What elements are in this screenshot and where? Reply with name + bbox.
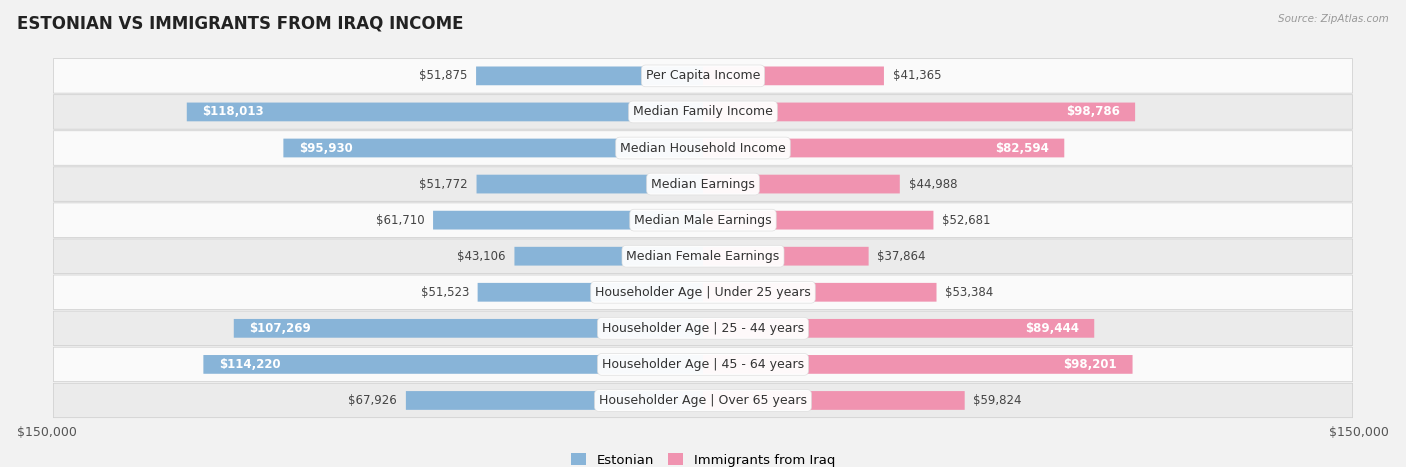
Text: Householder Age | Over 65 years: Householder Age | Over 65 years xyxy=(599,394,807,407)
Text: $51,772: $51,772 xyxy=(419,177,468,191)
Text: Median Earnings: Median Earnings xyxy=(651,177,755,191)
Text: $51,875: $51,875 xyxy=(419,70,467,82)
Legend: Estonian, Immigrants from Iraq: Estonian, Immigrants from Iraq xyxy=(565,448,841,467)
FancyBboxPatch shape xyxy=(53,203,1353,237)
Text: $118,013: $118,013 xyxy=(202,106,264,119)
Text: $53,384: $53,384 xyxy=(945,286,994,299)
FancyBboxPatch shape xyxy=(477,175,703,193)
FancyBboxPatch shape xyxy=(703,391,965,410)
Text: $98,786: $98,786 xyxy=(1066,106,1119,119)
Text: Householder Age | Under 25 years: Householder Age | Under 25 years xyxy=(595,286,811,299)
FancyBboxPatch shape xyxy=(53,59,1353,93)
FancyBboxPatch shape xyxy=(703,175,900,193)
Text: $67,926: $67,926 xyxy=(349,394,396,407)
Text: $37,864: $37,864 xyxy=(877,250,927,263)
Text: $41,365: $41,365 xyxy=(893,70,941,82)
Text: $98,201: $98,201 xyxy=(1063,358,1118,371)
FancyBboxPatch shape xyxy=(53,275,1353,310)
Text: $44,988: $44,988 xyxy=(908,177,957,191)
FancyBboxPatch shape xyxy=(703,103,1135,121)
Text: $43,106: $43,106 xyxy=(457,250,506,263)
Text: $95,930: $95,930 xyxy=(298,142,353,155)
FancyBboxPatch shape xyxy=(478,283,703,302)
Text: Householder Age | 45 - 64 years: Householder Age | 45 - 64 years xyxy=(602,358,804,371)
FancyBboxPatch shape xyxy=(284,139,703,157)
FancyBboxPatch shape xyxy=(703,139,1064,157)
Text: $107,269: $107,269 xyxy=(249,322,311,335)
FancyBboxPatch shape xyxy=(515,247,703,266)
Text: Median Family Income: Median Family Income xyxy=(633,106,773,119)
Text: Per Capita Income: Per Capita Income xyxy=(645,70,761,82)
FancyBboxPatch shape xyxy=(53,95,1353,129)
FancyBboxPatch shape xyxy=(53,383,1353,417)
Text: Householder Age | 25 - 44 years: Householder Age | 25 - 44 years xyxy=(602,322,804,335)
FancyBboxPatch shape xyxy=(204,355,703,374)
FancyBboxPatch shape xyxy=(406,391,703,410)
FancyBboxPatch shape xyxy=(477,66,703,85)
Text: $89,444: $89,444 xyxy=(1025,322,1078,335)
FancyBboxPatch shape xyxy=(703,319,1094,338)
FancyBboxPatch shape xyxy=(53,311,1353,346)
FancyBboxPatch shape xyxy=(433,211,703,229)
FancyBboxPatch shape xyxy=(703,283,936,302)
FancyBboxPatch shape xyxy=(233,319,703,338)
FancyBboxPatch shape xyxy=(53,347,1353,382)
Text: Median Female Earnings: Median Female Earnings xyxy=(627,250,779,263)
Text: $61,710: $61,710 xyxy=(375,213,425,226)
Text: $51,523: $51,523 xyxy=(420,286,468,299)
Text: $59,824: $59,824 xyxy=(973,394,1022,407)
Text: $114,220: $114,220 xyxy=(219,358,280,371)
FancyBboxPatch shape xyxy=(53,167,1353,201)
FancyBboxPatch shape xyxy=(53,131,1353,165)
Text: $82,594: $82,594 xyxy=(995,142,1049,155)
FancyBboxPatch shape xyxy=(703,66,884,85)
FancyBboxPatch shape xyxy=(703,247,869,266)
FancyBboxPatch shape xyxy=(703,355,1133,374)
Text: Median Male Earnings: Median Male Earnings xyxy=(634,213,772,226)
Text: ESTONIAN VS IMMIGRANTS FROM IRAQ INCOME: ESTONIAN VS IMMIGRANTS FROM IRAQ INCOME xyxy=(17,14,464,32)
Text: Source: ZipAtlas.com: Source: ZipAtlas.com xyxy=(1278,14,1389,24)
Text: $52,681: $52,681 xyxy=(942,213,991,226)
FancyBboxPatch shape xyxy=(53,239,1353,274)
FancyBboxPatch shape xyxy=(703,211,934,229)
FancyBboxPatch shape xyxy=(187,103,703,121)
Text: Median Household Income: Median Household Income xyxy=(620,142,786,155)
